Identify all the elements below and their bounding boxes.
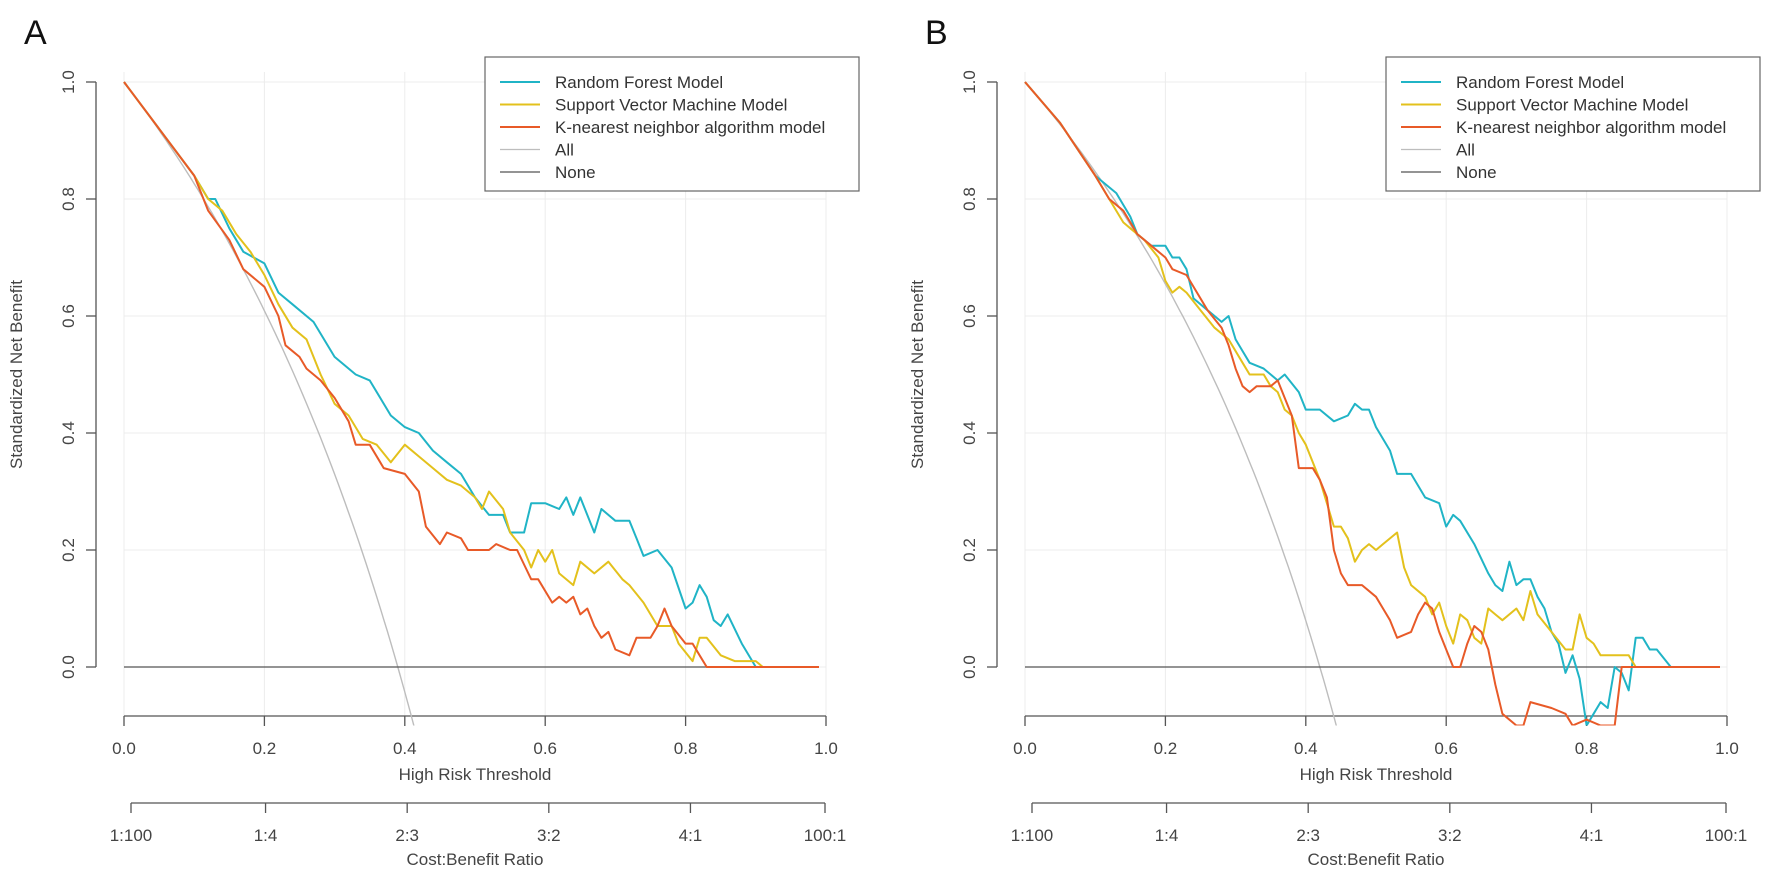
y-tick-label: 0.8	[960, 187, 979, 211]
legend-box	[1385, 56, 1761, 192]
y-tick-label: 1.0	[59, 70, 78, 94]
y-tick-label: 0.0	[59, 655, 78, 679]
y-tick-label: 0.6	[59, 304, 78, 328]
cost-benefit-tick-label: 1:100	[1011, 826, 1054, 845]
cost-benefit-axis-title: Cost:Benefit Ratio	[1307, 850, 1444, 869]
x-tick-label: 0.4	[393, 739, 417, 758]
x-tick-label: 0.2	[1154, 739, 1178, 758]
legend-label-knn: K-nearest neighbor algorithm model	[555, 118, 825, 137]
legend-label-all: All	[555, 141, 574, 160]
x-tick-label: 0.8	[674, 739, 698, 758]
y-tick-label: 0.0	[960, 655, 979, 679]
cost-benefit-tick-label: 3:2	[537, 826, 561, 845]
all-curve	[1024, 81, 1337, 726]
legend-label-svm: Support Vector Machine Model	[1456, 96, 1688, 115]
cost-benefit-tick-label: 1:4	[1155, 826, 1179, 845]
cost-benefit-tick-label: 2:3	[1296, 826, 1320, 845]
legend-label-svm: Support Vector Machine Model	[555, 96, 787, 115]
cost-benefit-tick-label: 1:4	[254, 826, 278, 845]
legend-label-none: None	[555, 163, 596, 182]
y-tick-label: 0.4	[59, 421, 78, 445]
y-axis-title: Standardized Net Benefit	[7, 280, 26, 469]
cost-benefit-tick-label: 100:1	[804, 826, 847, 845]
legend-label-none: None	[1456, 163, 1497, 182]
x-tick-label: 0.0	[112, 739, 136, 758]
x-tick-label: 0.4	[1294, 739, 1318, 758]
x-tick-label: 0.6	[533, 739, 557, 758]
rf-curve	[123, 81, 819, 668]
panel-b: B 0.0 0.2 0.4 0.6 0.8 1.0 Standardized Net Bene…	[908, 14, 1761, 869]
svm-curve	[1024, 81, 1720, 668]
legend-label-rf: Random Forest Model	[555, 73, 723, 92]
y-tick-label: 0.2	[960, 538, 979, 562]
panel-a: A 0.0 0.2 0.4 0.6 0.8 1.0 Standardized Net Bene…	[7, 14, 860, 869]
x-tick-label: 1.0	[1715, 739, 1739, 758]
cost-benefit-tick-label: 2:3	[395, 826, 419, 845]
x-axis-title: High Risk Threshold	[1300, 765, 1453, 784]
knn-curve	[1024, 81, 1720, 726]
x-tick-label: 0.2	[253, 739, 277, 758]
legend: Random Forest Model Support Vector Machin…	[1385, 56, 1761, 192]
panel-label: B	[925, 14, 948, 52]
y-tick-label: 0.2	[59, 538, 78, 562]
cost-benefit-tick-label: 100:1	[1705, 826, 1748, 845]
x-tick-label: 0.8	[1575, 739, 1599, 758]
x-axis-title: High Risk Threshold	[399, 765, 552, 784]
y-axis-title: Standardized Net Benefit	[908, 280, 927, 469]
knn-curve	[123, 81, 819, 668]
y-tick-label: 0.8	[59, 187, 78, 211]
svm-curve	[123, 81, 819, 668]
legend-box	[484, 56, 860, 192]
legend-label-rf: Random Forest Model	[1456, 73, 1624, 92]
cost-benefit-tick-label: 1:100	[110, 826, 153, 845]
legend-label-all: All	[1456, 141, 1475, 160]
x-tick-label: 1.0	[814, 739, 838, 758]
plot-lines	[1024, 81, 1720, 726]
cost-benefit-tick-label: 3:2	[1438, 826, 1462, 845]
cost-benefit-tick-label: 4:1	[1580, 826, 1604, 845]
x-tick-label: 0.6	[1434, 739, 1458, 758]
all-curve	[123, 81, 415, 726]
rf-curve	[1024, 81, 1720, 726]
y-tick-label: 0.4	[960, 421, 979, 445]
legend-label-knn: K-nearest neighbor algorithm model	[1456, 118, 1726, 137]
panel-label: A	[24, 14, 47, 52]
x-tick-label: 0.0	[1013, 739, 1037, 758]
y-tick-label: 1.0	[960, 70, 979, 94]
plot-lines	[123, 81, 819, 726]
cost-benefit-axis-title: Cost:Benefit Ratio	[406, 850, 543, 869]
cost-benefit-tick-label: 4:1	[679, 826, 703, 845]
legend: Random Forest Model Support Vector Machin…	[484, 56, 860, 192]
y-tick-label: 0.6	[960, 304, 979, 328]
